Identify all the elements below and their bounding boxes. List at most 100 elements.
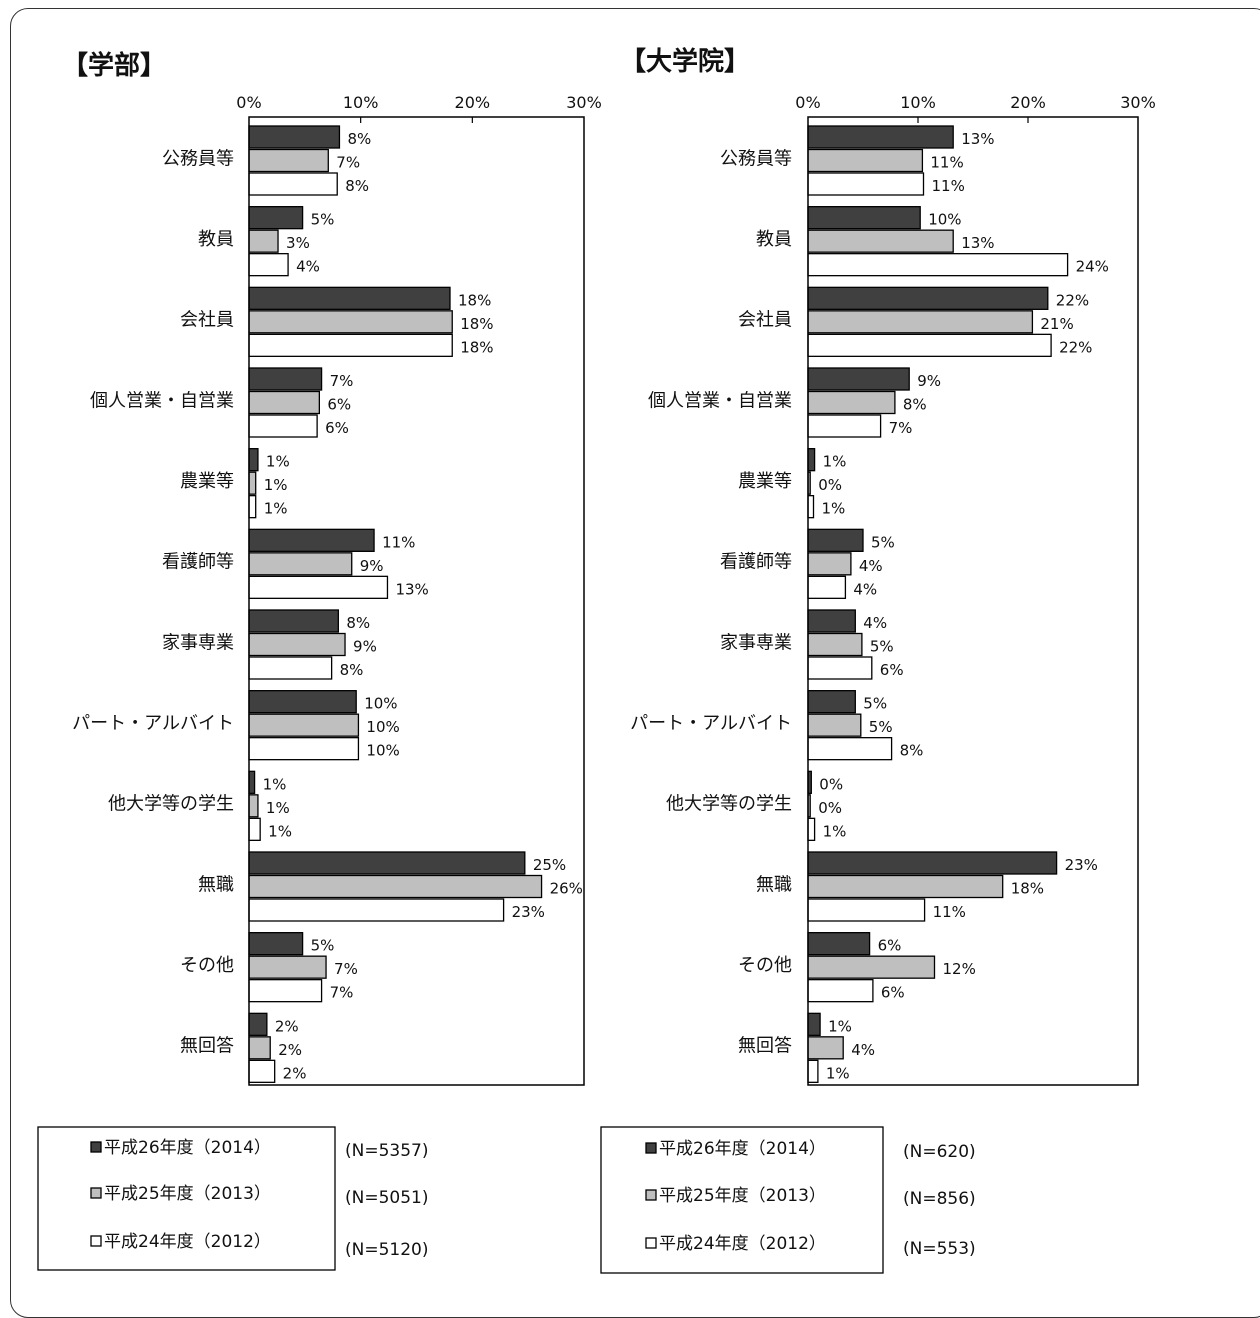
panel1-bar (248, 206, 304, 230)
panel1-bar (248, 979, 323, 1003)
panel2-data-label: 5% (870, 638, 894, 656)
panel1-data-label: 1% (268, 822, 292, 840)
panel2-bar (807, 737, 893, 761)
panel1-bar (248, 229, 279, 253)
panel2-legend-box (600, 1126, 884, 1274)
panel2-data-label: 9% (917, 372, 941, 390)
panel1-legend-label: 平成26年度（2014） (104, 1138, 271, 1158)
panel2-legend-n-label: (N=856) (903, 1189, 976, 1209)
panel1-data-label: 11% (382, 533, 415, 551)
panel1-bar (248, 495, 257, 519)
panel2-bar (807, 367, 910, 391)
panel1-bar (248, 552, 353, 576)
panel1-bar (248, 737, 360, 761)
panel1-category-label: 無回答 (180, 1036, 234, 1057)
panel1-bar (248, 528, 375, 552)
panel1-data-label: 1% (263, 775, 287, 793)
panel1-data-label: 10% (364, 695, 397, 713)
panel1-tick-label: 20% (455, 93, 491, 112)
panel2-category-label: 個人営業・自営業 (648, 390, 792, 411)
panel2-title: 【大学院】 (620, 46, 750, 77)
panel2-legend-n-label: (N=553) (903, 1239, 976, 1259)
panel1-category-label: 教員 (198, 229, 234, 250)
panel2-bar (807, 851, 1058, 875)
panel1-legend-n-label: (N=5357) (345, 1141, 429, 1161)
panel1-legend-box (37, 1126, 336, 1271)
panel1-category-label: 農業等 (180, 471, 234, 492)
panel1-plot-frame (248, 116, 585, 1086)
panel1-category-label: パート・アルバイト (72, 713, 234, 734)
panel1-bar (248, 898, 505, 922)
panel2-category-label: 会社員 (738, 310, 792, 331)
panel2-bar (807, 656, 873, 680)
panel2-bar (807, 206, 921, 230)
panel2-data-label: 1% (823, 453, 847, 471)
panel2-category-label: 看護師等 (720, 552, 792, 573)
panel2-data-label: 1% (822, 500, 846, 518)
panel1-category-label: 会社員 (180, 310, 234, 331)
panel1-bar (248, 448, 259, 472)
panel2-data-label: 0% (818, 799, 842, 817)
panel1-data-label: 18% (460, 338, 493, 356)
panel2-legend-swatch (645, 1237, 657, 1249)
panel1-bar (248, 851, 526, 875)
panel2-bar (807, 955, 936, 979)
panel1-data-label: 2% (275, 1017, 299, 1035)
panel2-data-label: 1% (823, 822, 847, 840)
panel2-bar (807, 1059, 819, 1083)
panel2-data-label: 24% (1076, 258, 1109, 276)
panel2-bar (807, 874, 1004, 899)
panel2-legend-n-label: (N=620) (903, 1142, 976, 1162)
panel2-legend-swatch (645, 1142, 657, 1154)
panel1-data-label: 10% (366, 718, 399, 736)
panel2-category-label: 教員 (756, 229, 792, 250)
panel1-bar (248, 333, 453, 357)
panel1-tick-label: 30% (566, 93, 602, 112)
panel1-bar (248, 148, 329, 173)
panel1-category-label: 無職 (198, 874, 234, 895)
panel2-category-label: 農業等 (738, 471, 792, 492)
panel2-data-label: 6% (881, 984, 905, 1002)
panel2-legend-label: 平成24年度（2012） (659, 1234, 826, 1254)
panel2-data-label: 11% (933, 903, 966, 921)
panel1-data-label: 1% (266, 799, 290, 817)
panel2-data-label: 13% (961, 130, 994, 148)
panel1-data-label: 8% (340, 661, 364, 679)
panel2-bar (807, 817, 816, 841)
panel1-data-label: 1% (264, 476, 288, 494)
panel1-tick-label: 0% (236, 93, 261, 112)
panel2-data-label: 5% (869, 718, 893, 736)
panel1-bar (248, 932, 304, 956)
panel2-bar (807, 495, 815, 519)
panel1-bar (248, 632, 346, 657)
panel1-category-label: その他 (180, 955, 234, 976)
panel2-bar (807, 310, 1034, 334)
panel1-data-label: 7% (336, 154, 360, 172)
panel2-bar (807, 125, 954, 149)
panel2-data-label: 4% (853, 580, 877, 598)
panel2-legend-label: 平成25年度（2013） (659, 1186, 826, 1206)
panel2-category-label: 家事専業 (720, 632, 792, 653)
panel1-bar (248, 390, 320, 415)
panel1-category-label: 他大学等の学生 (108, 794, 234, 815)
panel2-bar (807, 609, 856, 633)
panel2-bar (807, 172, 925, 196)
panel2-data-label: 5% (871, 533, 895, 551)
panel2-data-label: 18% (1011, 880, 1044, 898)
panel2-category-label: パート・アルバイト (630, 713, 792, 734)
panel1-bar (248, 1059, 276, 1083)
panel1-bar (248, 367, 323, 391)
panel2-legend-label: 平成26年度（2014） (659, 1139, 826, 1159)
panel1-data-label: 5% (311, 937, 335, 955)
panel1-category-label: 公務員等 (162, 148, 234, 169)
panel1-bar (248, 253, 289, 277)
panel1-legend-label: 平成24年度（2012） (104, 1232, 271, 1252)
panel1-data-label: 2% (283, 1064, 307, 1082)
panel1-bar (248, 575, 389, 599)
panel1-bar (248, 286, 451, 310)
panel2-data-label: 0% (818, 476, 842, 494)
panel1-data-label: 7% (334, 960, 358, 978)
panel2-bar (807, 713, 862, 737)
panel1-data-label: 6% (327, 396, 351, 414)
panel2-data-label: 23% (1065, 856, 1098, 874)
